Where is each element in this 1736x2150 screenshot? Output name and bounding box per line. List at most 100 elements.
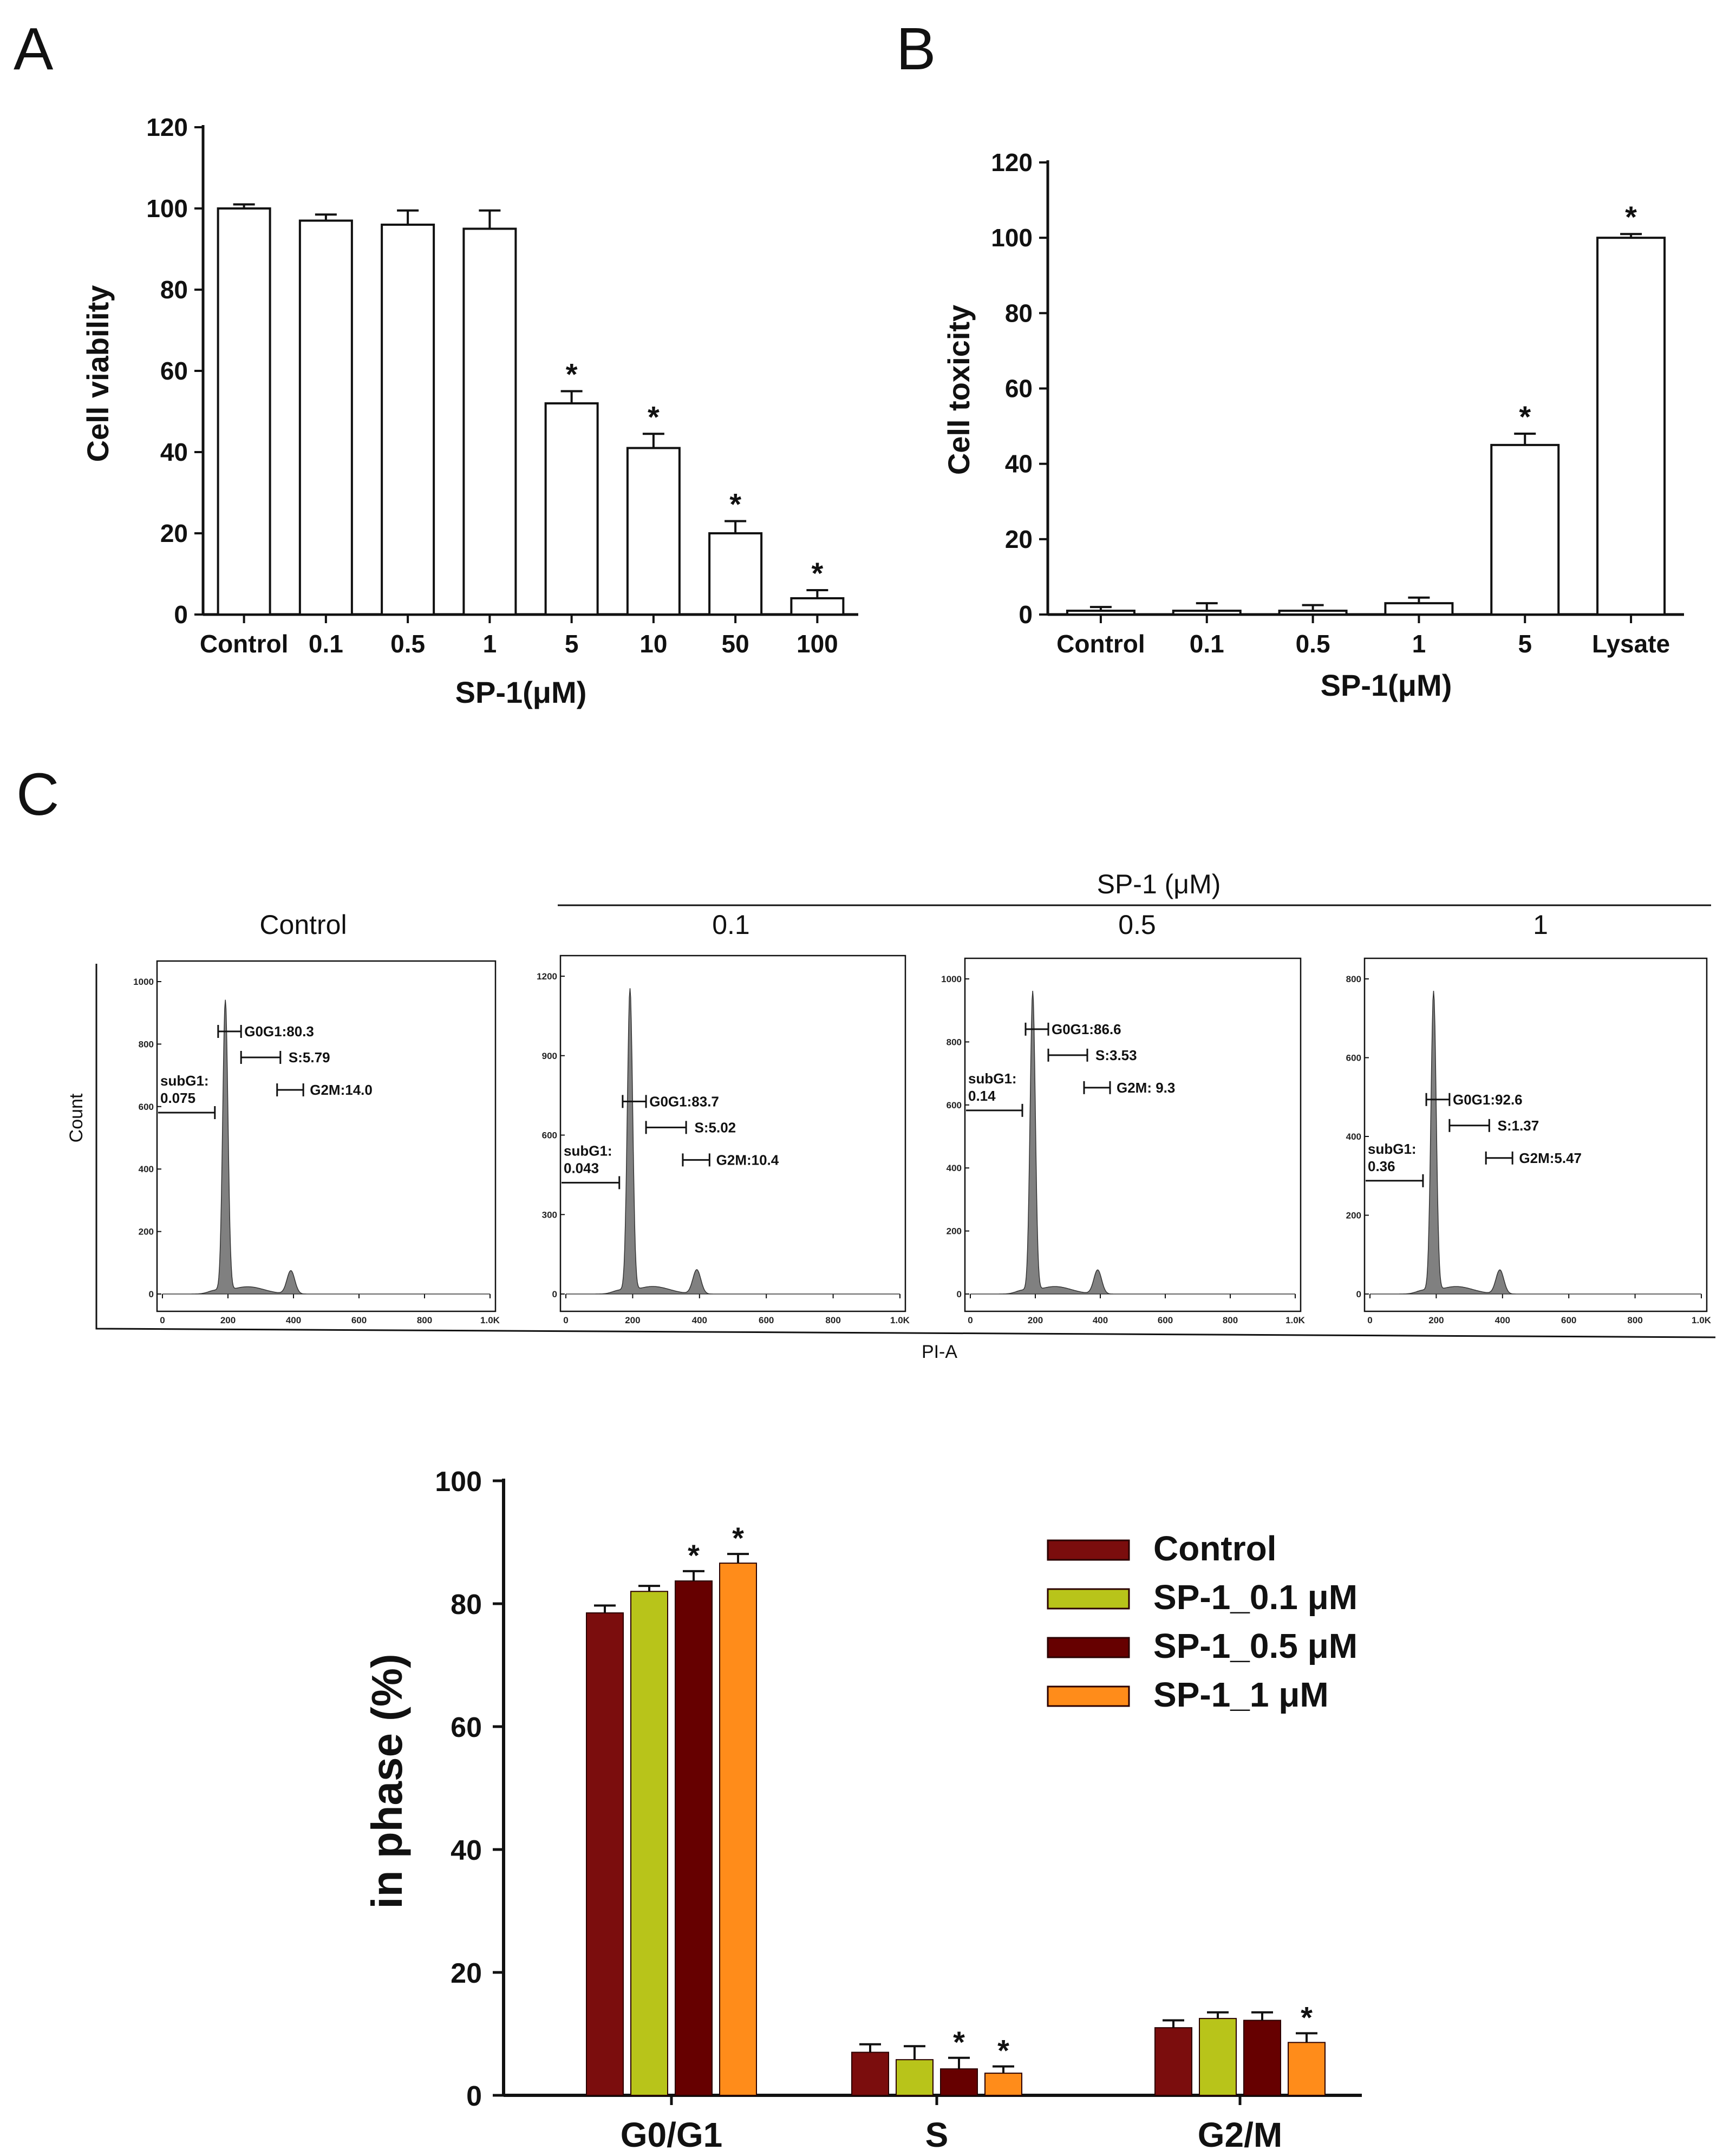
histogram-y-tick-label: 400	[1346, 1132, 1361, 1142]
histogram-x-tick-label: 1.0K	[1285, 1315, 1306, 1325]
g2m-gate-label: G2M:14.0	[310, 1082, 373, 1098]
panel-label-c: C	[16, 761, 59, 828]
chart-b-bar	[1172, 610, 1242, 616]
chart-a-bar	[381, 224, 435, 616]
chart-a-y-tick-label: 120	[146, 113, 188, 141]
chart-a-xlabel: SP-1(μM)	[455, 675, 587, 709]
chart-c-x-tick-label: G0/G1	[621, 2115, 723, 2150]
chart-c-bar	[1199, 2018, 1237, 2096]
chart-c-bar	[940, 2068, 978, 2096]
histogram-x-tick-label: 600	[1158, 1315, 1173, 1325]
histogram-title: Control	[259, 910, 347, 940]
legend-label: SP-1_0.5 μM	[1153, 1626, 1358, 1665]
chart-c-significance-star: *	[1301, 2000, 1313, 2034]
cell-cycle-histograms: SP-1 (μM) Count PI-A Control 0 200 400 600 80…	[66, 869, 1716, 1362]
histogram-trace	[566, 988, 900, 1295]
chart-b-x-tick-label: 0.1	[1190, 630, 1224, 658]
histogram-y-tick-label: 0	[149, 1289, 154, 1299]
histogram-y-tick-label: 1000	[941, 974, 962, 984]
g0g1-gate-label: G0G1:92.6	[1453, 1092, 1523, 1108]
histogram-trace	[970, 991, 1295, 1295]
chart-b-x-tick-label: 5	[1518, 630, 1532, 658]
histogram-xlabel: PI-A	[922, 1342, 957, 1362]
histogram-y-tick-label: 0	[1356, 1289, 1361, 1299]
chart-c-significance-star: *	[688, 1538, 700, 1572]
chart-a-x-tick-label: 100	[797, 630, 838, 658]
histogram-outer-axes	[95, 964, 1716, 1338]
s-phase-gate-label: S:5.79	[289, 1049, 330, 1066]
histogram-y-tick-label: 400	[139, 1164, 154, 1174]
histogram-title: 0.1	[712, 910, 750, 940]
chart-a-x-tick-label: 10	[639, 630, 667, 658]
chart-a-bar	[298, 219, 353, 616]
chart-b-bar	[1066, 610, 1135, 616]
chart-c-bar	[1243, 2020, 1281, 2096]
chart-b-y-tick-label: 0	[1019, 600, 1033, 629]
histogram-x-tick-label: 200	[1028, 1315, 1043, 1325]
chart-b-significance-star: *	[1625, 200, 1637, 234]
chart-a-y-tick-label: 20	[160, 519, 188, 547]
histogram-y-tick-label: 400	[947, 1163, 962, 1173]
histogram-y-tick-label: 200	[139, 1227, 154, 1237]
chart-b-significance-star: *	[1519, 400, 1531, 434]
histogram-x-tick-label: 600	[759, 1315, 774, 1325]
histogram-x-tick-label: 200	[1428, 1315, 1444, 1325]
chart-b-x-tick-label: 0.5	[1296, 630, 1330, 658]
g0g1-gate-label: G0G1:83.7	[649, 1093, 719, 1109]
legend-swatch	[1047, 1588, 1130, 1610]
histogram-x-tick-label: 400	[1495, 1315, 1510, 1325]
cell-toxicity-chart: Cell toxicity SP-1(μM) 0 20 40 60 80 100 120 Co…	[942, 148, 1684, 702]
chart-c-bar	[675, 1580, 713, 2096]
subg1-gate-value: 0.043	[564, 1160, 599, 1176]
chart-c-y-tick-label: 20	[451, 1958, 482, 1989]
chart-a-y-tick-label: 60	[160, 357, 188, 385]
chart-c-significance-star: *	[953, 2025, 965, 2059]
histogram-frame	[964, 957, 1302, 1312]
histogram-x-tick-label: 0	[968, 1315, 973, 1325]
sp1-group-label: SP-1 (μM)	[1097, 869, 1221, 899]
subg1-gate-label: subG1:	[1368, 1141, 1417, 1157]
chart-b-x-tick-label: 1	[1412, 630, 1426, 658]
chart-a-significance-star: *	[729, 487, 741, 521]
chart-a-significance-star: *	[811, 556, 823, 590]
chart-c-x-tick-label: G2/M	[1198, 2115, 1282, 2150]
chart-c-ylabel: in phase (%)	[363, 1654, 411, 1909]
histogram-frame	[156, 960, 497, 1312]
legend-label: Control	[1153, 1529, 1277, 1568]
legend-label: SP-1_0.1 μM	[1153, 1578, 1358, 1617]
panel-label-a: A	[14, 16, 54, 82]
subg1-gate-label: subG1:	[968, 1070, 1017, 1087]
chart-c-bar	[586, 1612, 624, 2096]
histogram-trace	[162, 999, 490, 1295]
subg1-gate-value: 0.14	[968, 1088, 996, 1104]
chart-b-y-tick-label: 100	[991, 224, 1033, 252]
chart-c-x-tick-label: S	[925, 2115, 949, 2150]
chart-a-y-tick-label: 0	[174, 600, 188, 629]
chart-b-bar	[1490, 443, 1560, 616]
chart-b-x-tick-label: Lysate	[1592, 630, 1670, 658]
histogram-x-tick-label: 800	[417, 1315, 432, 1325]
chart-c-y-tick-label: 80	[451, 1589, 482, 1620]
histogram-x-tick-label: 0	[563, 1315, 568, 1325]
histogram-y-tick-label: 600	[139, 1102, 154, 1112]
chart-a-x-tick-label: 0.1	[309, 630, 343, 658]
g2m-gate-label: G2M:10.4	[716, 1152, 779, 1168]
chart-c-significance-star: *	[997, 2034, 1009, 2068]
histogram-x-tick-label: 200	[625, 1315, 640, 1325]
chart-a-x-tick-label: 1	[483, 630, 497, 658]
histogram-frame	[559, 955, 906, 1312]
histogram-y-tick-label: 0	[957, 1289, 962, 1299]
chart-c-bar	[896, 2059, 934, 2096]
legend-label: SP-1_1 μM	[1153, 1675, 1329, 1714]
chart-c-bar	[1288, 2042, 1326, 2096]
g2m-gate-label: G2M: 9.3	[1117, 1080, 1175, 1096]
histogram-x-tick-label: 600	[1561, 1315, 1576, 1325]
chart-a-y-tick-label: 80	[160, 276, 188, 304]
s-phase-gate-label: S:1.37	[1498, 1118, 1539, 1134]
chart-c-y-tick-label: 40	[451, 1835, 482, 1866]
chart-b-y-tick-label: 20	[1005, 525, 1033, 553]
chart-a-bar	[217, 207, 271, 616]
histogram-x-tick-label: 0	[160, 1315, 165, 1325]
histogram-x-tick-label: 1.0K	[890, 1315, 910, 1325]
chart-a-x-tick-label: Control	[200, 630, 289, 658]
